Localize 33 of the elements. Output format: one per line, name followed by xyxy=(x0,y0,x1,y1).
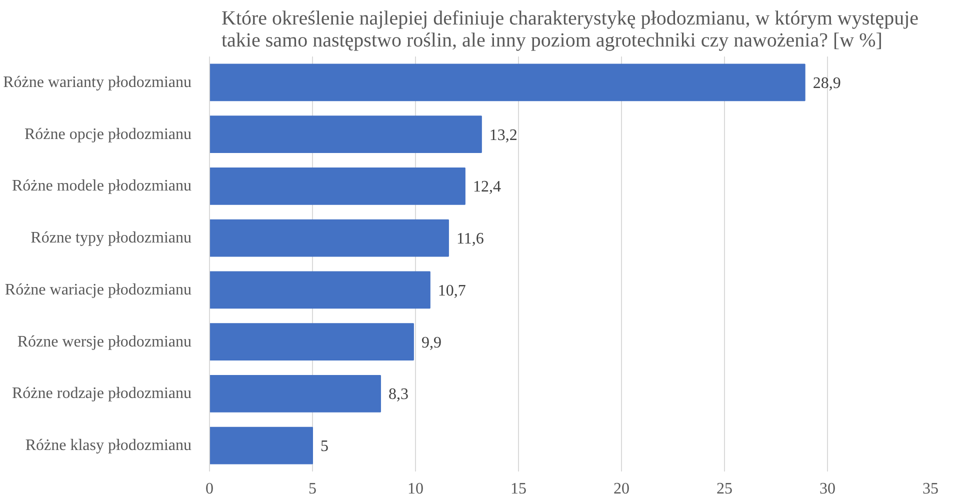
y-tick-label: Różne modele płodozmianu xyxy=(12,178,192,195)
data-label: 10,7 xyxy=(438,282,466,300)
y-tick-label: Różne wariacje płodozmianu xyxy=(4,281,192,298)
data-label: 9,9 xyxy=(421,334,442,352)
x-tick-label: 35 xyxy=(922,480,938,498)
y-tick-label: Różne opcje płodozmianu xyxy=(24,126,192,143)
x-tick-label: 25 xyxy=(716,480,732,498)
bar xyxy=(210,375,381,412)
bar xyxy=(210,219,449,257)
bar xyxy=(210,168,466,205)
bar xyxy=(210,64,806,102)
y-tick-label: Różne klasy płodozmianu xyxy=(25,437,192,454)
y-tick-label: Rózne typy płodozmianu xyxy=(30,230,192,247)
x-tick-label: 5 xyxy=(308,480,316,498)
data-label: 12,4 xyxy=(472,178,501,196)
bar xyxy=(210,116,482,153)
chart-title: Które określenie najlepiej definiuje charakterystykę płodozmianu, w którym występuje takie samo następstwo roślin, ale inny poziom agrotechniki czy nawożenia? [w %] xyxy=(222,8,919,52)
data-label: 11,6 xyxy=(456,230,484,248)
x-tick-label: 30 xyxy=(820,480,836,498)
bar xyxy=(210,271,430,309)
x-tick-label: 15 xyxy=(510,480,526,498)
data-label: 28,9 xyxy=(812,74,841,92)
y-tick-label: Różne rodzaje płodozmianu xyxy=(12,385,192,402)
bar xyxy=(210,323,414,360)
x-tick-label: 0 xyxy=(206,480,214,498)
x-tick-label: 20 xyxy=(614,480,630,498)
y-tick-label: Rózne wersje płodozmianu xyxy=(17,333,192,350)
bar xyxy=(210,426,313,464)
y-tick-label: Różne warianty płodozmianu xyxy=(3,74,192,91)
x-tick-label: 10 xyxy=(408,480,424,498)
data-label: 13,2 xyxy=(489,126,518,144)
data-label: 5 xyxy=(320,438,328,456)
data-label: 8,3 xyxy=(388,386,408,404)
